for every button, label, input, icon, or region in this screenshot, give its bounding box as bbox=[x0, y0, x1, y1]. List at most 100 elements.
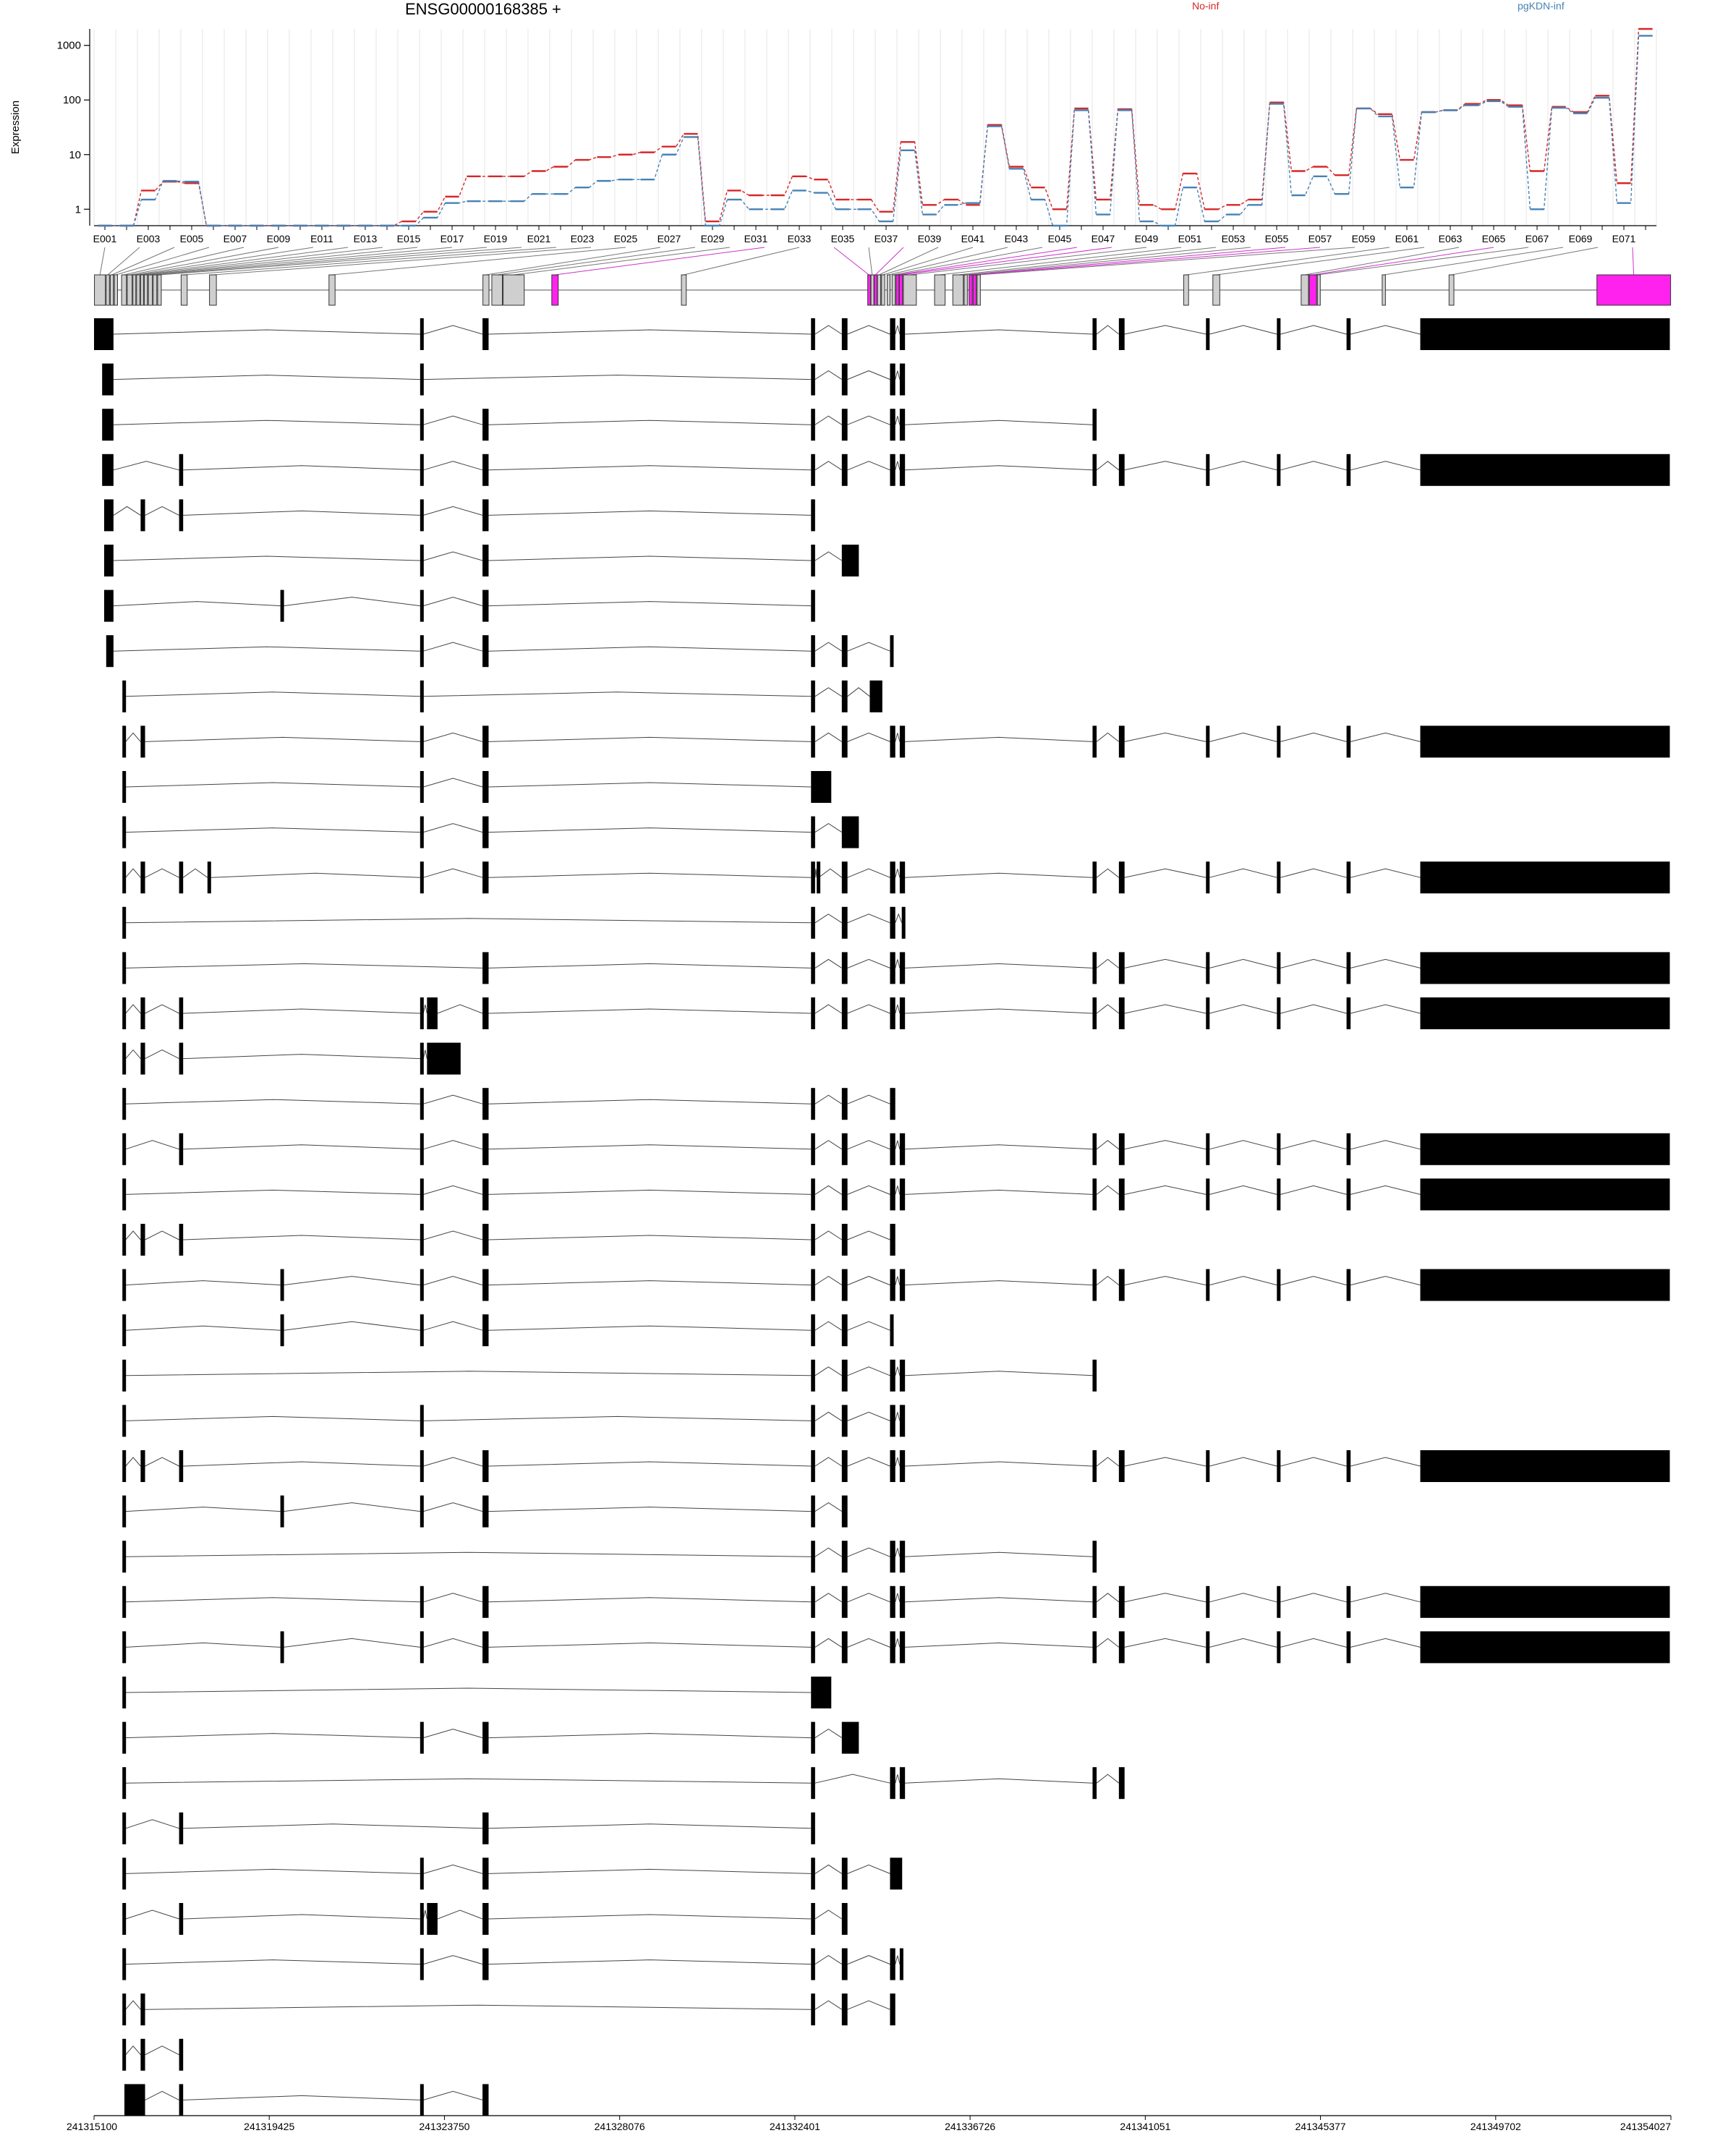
gene-model-exon bbox=[681, 274, 687, 306]
transcript-exon bbox=[420, 1133, 424, 1165]
intron-line bbox=[895, 1004, 901, 1014]
gene-model-exon bbox=[1301, 274, 1309, 306]
expression-plot: 1 10 100 1000 Expression E001 E003 E005 E007 E009… bbox=[9, 27, 1657, 244]
transcript-exon bbox=[1277, 454, 1281, 486]
transcript-25 bbox=[122, 1405, 906, 1437]
gene-model-exon bbox=[1316, 274, 1321, 306]
transcript-exon bbox=[122, 1359, 127, 1392]
intron-line bbox=[847, 1411, 890, 1421]
transcript-exon bbox=[811, 363, 815, 396]
transcript-exon bbox=[1277, 861, 1281, 894]
intron-line bbox=[814, 1411, 843, 1421]
transcript-exon bbox=[899, 409, 906, 441]
intron-line bbox=[488, 827, 812, 833]
transcript-exon bbox=[179, 454, 184, 486]
transcript-40 bbox=[124, 2084, 489, 2116]
intron-line bbox=[847, 415, 890, 425]
transcript-4 bbox=[102, 454, 1670, 486]
transcript-exon bbox=[890, 997, 895, 1029]
transcript-exon bbox=[1092, 725, 1097, 758]
transcript-exon bbox=[1118, 454, 1125, 486]
transcript-exon bbox=[482, 2084, 489, 2116]
transcript-2 bbox=[102, 363, 906, 396]
intron-line bbox=[814, 1593, 843, 1603]
intron-line bbox=[1096, 1638, 1120, 1648]
gene-model-exon bbox=[934, 274, 946, 306]
intron-line bbox=[905, 1551, 1093, 1557]
intron-line bbox=[488, 329, 812, 335]
x-tick-label: E059 bbox=[1352, 233, 1376, 244]
intron-line bbox=[895, 1140, 901, 1149]
gene-model-exon bbox=[491, 274, 503, 306]
transcript-exon bbox=[427, 997, 438, 1029]
gene-model-exon bbox=[891, 274, 896, 306]
x-tick-label: E031 bbox=[744, 233, 768, 244]
y-tick-label: 10 bbox=[69, 149, 81, 161]
y-axis-label: Expression bbox=[9, 101, 22, 154]
genome-tick-label: 241349702 bbox=[1471, 2121, 1521, 2132]
exon-link-line bbox=[893, 247, 1043, 276]
transcript-11 bbox=[122, 771, 832, 803]
intron-line bbox=[814, 1457, 843, 1467]
intron-line bbox=[422, 1004, 427, 1014]
intron-line bbox=[895, 461, 901, 470]
transcript-exon bbox=[482, 545, 489, 576]
intron-line bbox=[423, 325, 483, 335]
intron-line bbox=[1350, 461, 1421, 471]
transcript-exon bbox=[207, 861, 211, 894]
intron-line bbox=[423, 1955, 483, 1965]
transcript-exon bbox=[841, 1314, 848, 1347]
exon-link-line bbox=[142, 247, 383, 276]
intron-line bbox=[1280, 1638, 1347, 1648]
intron-line bbox=[1350, 1593, 1421, 1603]
intron-line bbox=[125, 1004, 141, 1014]
intron-line bbox=[814, 914, 843, 924]
intron-line bbox=[125, 1687, 812, 1693]
x-tick-label: E037 bbox=[875, 233, 898, 244]
intron-line bbox=[113, 601, 281, 607]
intron-line bbox=[488, 1235, 812, 1240]
intron-line bbox=[1209, 1185, 1277, 1195]
transcript-exon bbox=[1346, 1269, 1351, 1301]
transcript-exon bbox=[179, 861, 184, 894]
transcript-exon bbox=[1420, 454, 1670, 486]
transcript-exon bbox=[420, 1042, 424, 1075]
transcript-exon bbox=[122, 1903, 127, 1935]
intron-line bbox=[847, 642, 890, 652]
gene-model-exon bbox=[106, 274, 110, 306]
transcript-exon bbox=[899, 1178, 906, 1211]
transcript-exon bbox=[811, 861, 815, 894]
transcript-exon bbox=[899, 1269, 906, 1301]
transcript-exon bbox=[122, 1088, 127, 1120]
transcript-exon bbox=[890, 1993, 895, 2026]
intron-line bbox=[1209, 1004, 1277, 1014]
intron-line bbox=[1096, 1275, 1120, 1285]
x-tick-label: E007 bbox=[224, 233, 247, 244]
intron-line bbox=[145, 506, 179, 516]
intron-line bbox=[125, 691, 420, 697]
transcript-exon bbox=[482, 1224, 489, 1256]
intron-line bbox=[1209, 732, 1277, 742]
exon-link-line bbox=[1632, 247, 1635, 276]
genome-tick-label: 241341051 bbox=[1120, 2121, 1170, 2132]
intron-line bbox=[1096, 1593, 1120, 1603]
transcript-22 bbox=[122, 1269, 1670, 1301]
transcript-exon bbox=[1206, 1631, 1210, 1664]
exon-link-line bbox=[213, 247, 592, 276]
intron-line bbox=[895, 1638, 901, 1648]
intron-line bbox=[847, 1140, 890, 1150]
transcript-exon bbox=[122, 1585, 127, 1618]
intron-line bbox=[847, 1276, 890, 1286]
transcript-exon bbox=[482, 997, 489, 1029]
intron-line bbox=[1096, 1140, 1120, 1150]
transcript-exon bbox=[899, 1405, 906, 1437]
intron-line bbox=[847, 461, 890, 471]
transcript-exon bbox=[890, 1541, 895, 1573]
transcript-26 bbox=[122, 1450, 1670, 1482]
transcript-14 bbox=[122, 906, 906, 939]
intron-line bbox=[113, 646, 420, 652]
intron-line bbox=[488, 510, 812, 516]
intron-line bbox=[125, 1642, 281, 1648]
transcript-exon bbox=[122, 1631, 127, 1664]
transcript-exon bbox=[1206, 1585, 1210, 1618]
